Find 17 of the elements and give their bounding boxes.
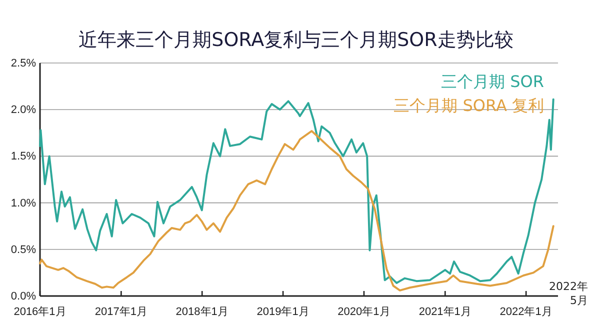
x-tick-label: 2018年1月 (176, 306, 228, 318)
y-tick-label: 1.0% (10, 197, 36, 210)
series-label: 三个月期 SOR (441, 72, 544, 91)
chart-title: 近年来三个月期SORA复利与三个月期SOR走势比较 (78, 29, 514, 51)
x-tick-label: 2017年1月 (94, 306, 148, 318)
y-tick-label: 2.5% (10, 58, 36, 70)
y-tick-label: 0.5% (10, 244, 36, 256)
y-tick-label: 2.0% (10, 104, 36, 116)
x-tick-label: 2016年1月 (14, 306, 66, 318)
x-tick-label: 2020年1月 (338, 306, 390, 318)
y-tick-label: 1.5% (10, 150, 36, 163)
x-tick-label: 2022年1月 (500, 306, 552, 318)
annotation: 2022年5月 (549, 280, 588, 307)
x-tick-label: 2021年1月 (418, 306, 472, 318)
x-tick-label: 2019年1月 (256, 306, 310, 318)
y-tick-label: 0.0% (10, 290, 36, 303)
text: 三个月期 SORA 复利 (394, 96, 544, 115)
